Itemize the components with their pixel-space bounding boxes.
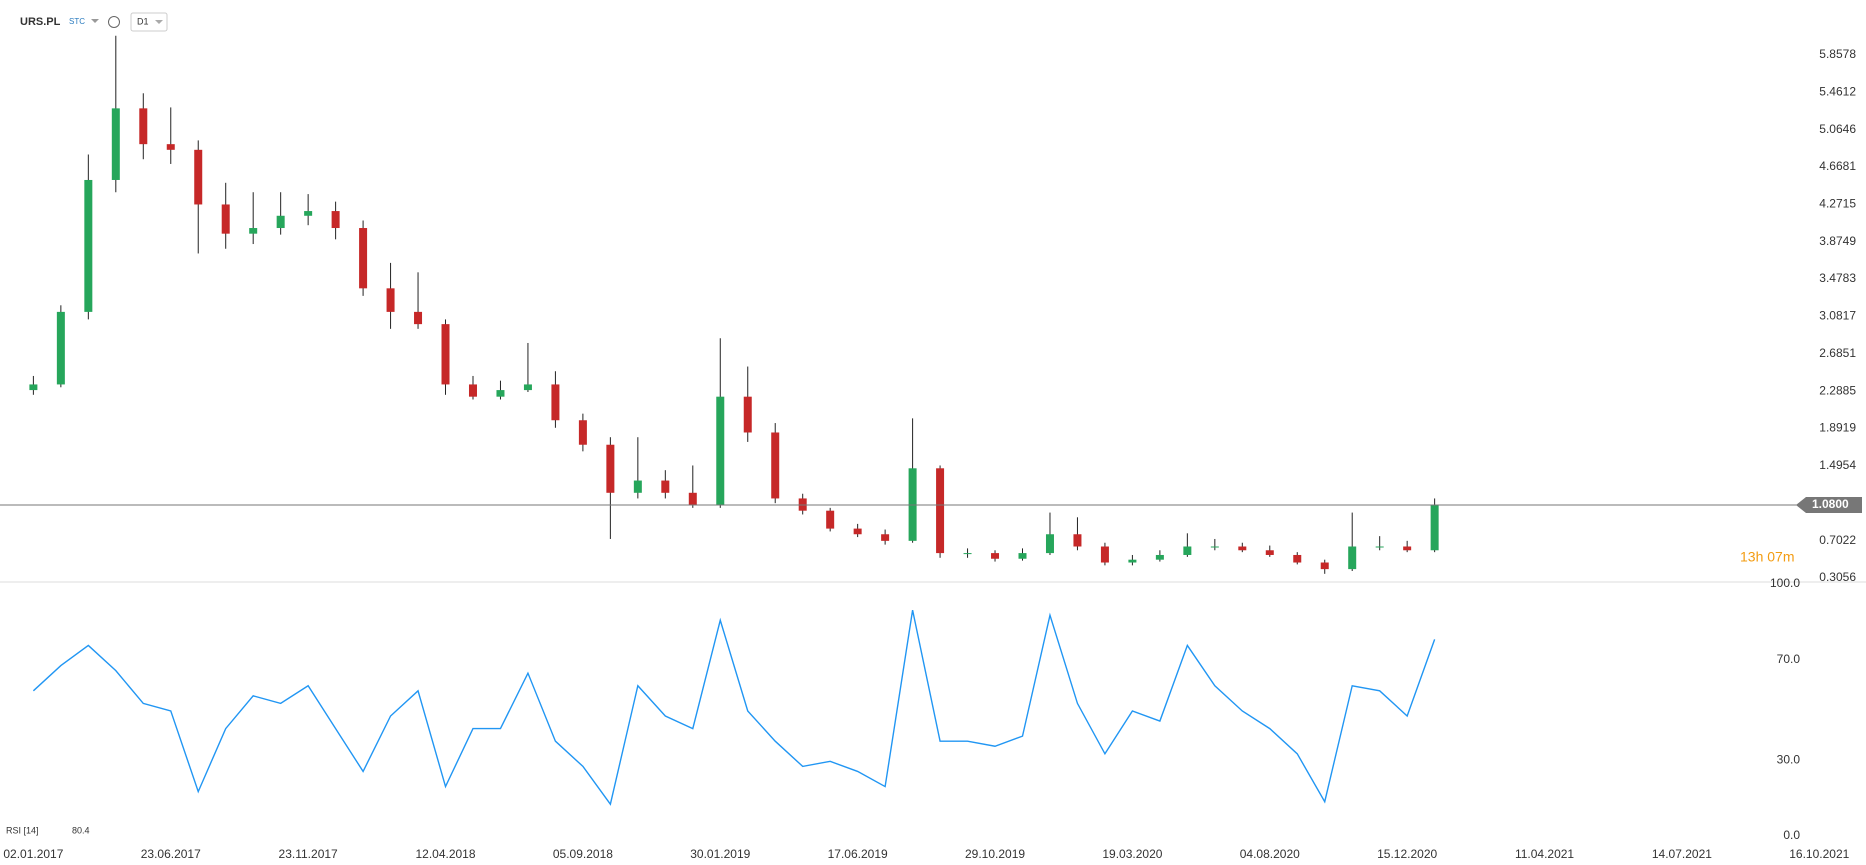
x-tick-label: 17.06.2019 [828, 847, 888, 861]
y-tick-label: 0.3056 [1819, 570, 1856, 584]
candle-body [1320, 562, 1329, 570]
x-tick-label: 23.06.2017 [141, 847, 201, 861]
x-tick-label: 29.10.2019 [965, 847, 1025, 861]
candle-body [414, 311, 423, 325]
candle-body [1375, 546, 1384, 548]
candle-body [304, 211, 313, 216]
y-tick-label: 70.0 [1777, 652, 1801, 666]
y-tick-label: 5.0646 [1819, 122, 1856, 136]
candle-body [771, 432, 780, 499]
candle-body [523, 384, 532, 391]
candle-body [1293, 554, 1302, 563]
rsi-line [32, 610, 1436, 806]
candle-body [139, 108, 148, 145]
candle-body [331, 211, 340, 229]
candle-body [1430, 505, 1439, 551]
candle-body [249, 228, 258, 234]
candle-body [441, 324, 450, 385]
candle-body [853, 528, 862, 535]
candle-body [276, 215, 285, 229]
candle-body [56, 311, 65, 385]
candle-body [84, 179, 93, 312]
candle-body [468, 384, 477, 397]
interval-select[interactable] [130, 12, 168, 32]
dropdown-arrow[interactable] [91, 19, 99, 23]
candle-body [1100, 546, 1109, 563]
dropdown-arrow [155, 20, 163, 24]
x-tick-label: 05.09.2018 [553, 847, 613, 861]
candle-body [1403, 546, 1412, 551]
x-tick-label: 04.08.2020 [1240, 847, 1300, 861]
y-tick-label: 30.0 [1777, 753, 1801, 767]
x-tick-label: 30.01.2019 [690, 847, 750, 861]
candle-body [29, 384, 38, 391]
x-tick-label: 23.11.2017 [279, 847, 338, 861]
candle-body [881, 534, 890, 541]
last-price-tag [1796, 497, 1862, 514]
candle-body [578, 420, 587, 445]
candle-body [551, 384, 560, 421]
y-tick-label: 5.8578 [1819, 47, 1856, 61]
y-tick-label: 1.8919 [1819, 421, 1856, 435]
candle-body [111, 108, 120, 180]
y-tick-label: 100.0 [1770, 576, 1800, 590]
candle-body [1045, 534, 1054, 554]
candle-body [1210, 546, 1219, 548]
symbol[interactable]: URS.PL [20, 16, 61, 28]
candle-body [991, 553, 1000, 559]
indicator-name[interactable]: RSI [14] [6, 825, 39, 835]
y-tick-label: 0.0 [1783, 828, 1800, 842]
x-tick-label: 15.12.2020 [1377, 847, 1437, 861]
candle-body [826, 510, 835, 529]
x-tick-label: 19.03.2020 [1102, 847, 1162, 861]
y-tick-label: 3.8749 [1819, 234, 1856, 248]
candle-body [386, 288, 395, 312]
last-price-label: 1.0800 [1812, 497, 1849, 511]
candle-body [1348, 546, 1357, 570]
interval[interactable]: D1 [137, 16, 149, 26]
candle-body [963, 553, 972, 555]
candle-body [606, 444, 615, 493]
candle-body [743, 396, 752, 433]
candle-body [633, 480, 642, 493]
info-icon[interactable] [108, 16, 120, 28]
candle-body [1238, 546, 1247, 551]
candle-body [1018, 553, 1027, 559]
candle-body [1155, 554, 1164, 560]
candle-body [716, 396, 725, 506]
countdown: 13h 07m [1740, 549, 1794, 565]
y-tick-label: 4.2715 [1819, 196, 1856, 210]
y-tick-label: 5.4612 [1819, 84, 1856, 98]
candle-body [661, 480, 670, 493]
market[interactable]: STC [69, 17, 85, 26]
y-tick-label: 3.0817 [1819, 309, 1856, 323]
candle-body [496, 390, 505, 397]
x-tick-label: 14.07.2021 [1652, 847, 1712, 861]
candle-body [221, 204, 230, 234]
candle-body [688, 492, 697, 506]
y-tick-label: 3.4783 [1819, 271, 1856, 285]
y-tick-label: 0.7022 [1819, 533, 1856, 547]
indicator-value: 80.4 [72, 825, 90, 835]
candle-body [166, 144, 175, 150]
x-tick-label: 02.01.2017 [3, 847, 63, 861]
y-tick-label: 4.6681 [1819, 159, 1856, 173]
x-tick-label: 12.04.2018 [415, 847, 475, 861]
candle-body [1128, 559, 1137, 563]
x-tick-label: 16.10.2021 [1789, 847, 1849, 861]
candle-body [194, 149, 203, 205]
x-tick-label: 11.04.2021 [1515, 847, 1574, 861]
y-tick-label: 1.4954 [1819, 458, 1856, 472]
candle-body [1265, 550, 1274, 555]
candle-body [1073, 534, 1082, 547]
y-tick-label: 2.2885 [1819, 383, 1856, 397]
candle-body [359, 228, 368, 289]
candle-body [936, 468, 945, 554]
y-tick-label: 2.6851 [1819, 346, 1856, 360]
candle-body [1183, 546, 1192, 555]
